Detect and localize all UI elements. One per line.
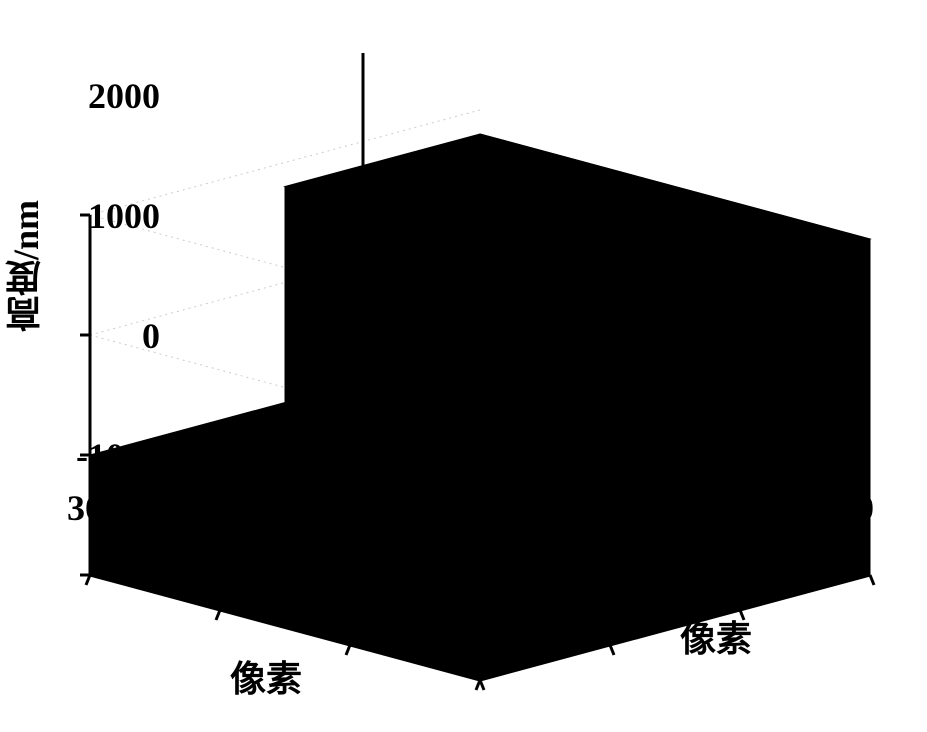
z-tick-label: 2000 xyxy=(60,75,160,117)
y-tick-label: 100 xyxy=(295,550,349,592)
z-tick-label: 1000 xyxy=(60,195,160,237)
z-axis-label: 高度/nm xyxy=(0,200,60,332)
z-tick-label: -1000 xyxy=(43,435,160,477)
x-tick-label: 0 xyxy=(498,580,516,622)
x-tick-label: 200 xyxy=(703,518,757,560)
y-tick-label: 300 xyxy=(67,487,121,529)
surface-chart-3d: 高度/nm 像素 像素 2000 1000 0 -1000 0 100 200 … xyxy=(0,0,927,732)
z-tick-label: 0 xyxy=(60,315,160,357)
x-axis-label: 像素 xyxy=(680,610,752,662)
y-tick-label: 0 xyxy=(428,580,446,622)
y-axis-label: 像素 xyxy=(230,650,302,702)
y-tick-label: 200 xyxy=(180,518,234,560)
x-tick-label: 100 xyxy=(585,550,639,592)
x-tick-label: 300 xyxy=(820,487,874,529)
